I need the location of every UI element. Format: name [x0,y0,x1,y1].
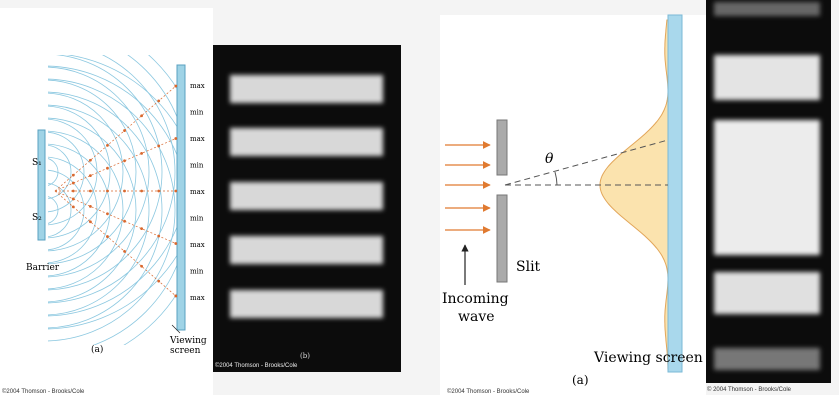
screen-mark-label: max [190,188,205,196]
credit: ©2004 Thomson - Brooks/Cole [2,388,85,395]
screen-mark-label: min [190,162,204,170]
max-dot [174,85,177,88]
bright-fringe [230,182,383,210]
max-dot [157,280,160,283]
max-dot [89,205,92,208]
max-dot [106,212,109,215]
max-dot [72,174,75,177]
source-label: S₂ [32,213,42,223]
max-dot [140,152,143,155]
bright-fringe [714,120,820,255]
max-dot [174,137,177,140]
max-dot [106,190,109,193]
max-dot [123,220,126,223]
max-dot [72,198,75,201]
max-dot [174,295,177,298]
max-dot [106,167,109,170]
max-dot [157,235,160,238]
slit-barrier [497,120,507,175]
caption: (a) [572,373,589,387]
credit: © 2004 Thomson - Brooks/Cole [707,386,792,393]
max-dot [89,190,92,193]
screen-mark-label: max [190,82,205,90]
figure: S₁ S₂ Barrier Viewing screen (a) ©2004 T… [0,0,839,395]
angle-label: θ [545,151,554,167]
screen-mark-label: min [190,215,204,223]
bright-fringe [230,290,383,318]
barrier-label: Barrier [26,263,60,273]
max-dot [72,190,75,193]
screen-mark-label: max [190,241,205,249]
max-dot [140,265,143,268]
max-dot [123,159,126,162]
credit: ©2004 Thomson - Brooks/Cole [447,388,530,395]
max-dot [140,114,143,117]
wave-label: Incoming [442,291,509,307]
screen-label: Viewing screen [593,350,703,366]
screen-mark-label: max [190,135,205,143]
slit-barrier [497,195,507,282]
screen-label: screen [170,346,201,356]
screen-mark-label: min [190,268,204,276]
caption: (b) [300,352,310,360]
bright-fringe [230,75,383,103]
max-dot [89,174,92,177]
screen-label: Viewing [169,336,207,346]
bright-fringe [714,348,820,370]
max-dot [157,190,160,193]
max-dot [89,159,92,162]
max-dot [72,206,75,209]
max-dot [72,182,75,185]
bright-fringe [714,2,820,16]
caption: (a) [91,344,103,355]
max-dot [123,129,126,132]
bright-fringe [714,272,820,314]
max-dot [123,190,126,193]
max-dot [123,250,126,253]
max-dot [106,235,109,238]
viewing-screen [177,65,185,330]
max-dot [157,100,160,103]
screen-mark-label: max [190,294,205,302]
max-dot [89,220,92,223]
viewing-screen [668,15,682,372]
credit: ©2004 Thomson - Brooks/Cole [215,362,298,369]
slit-label: Slit [516,259,541,275]
source-label: S₁ [32,158,42,168]
bright-fringe [230,128,383,156]
screen-mark-label: min [190,109,204,117]
max-dot [174,190,177,193]
bright-fringe [230,236,383,264]
wave-label: wave [458,309,495,325]
max-dot [174,242,177,245]
max-dot [106,144,109,147]
max-dot [140,227,143,230]
max-dot [140,190,143,193]
bright-fringe [714,55,820,100]
barrier [38,130,45,240]
max-dot [157,145,160,148]
